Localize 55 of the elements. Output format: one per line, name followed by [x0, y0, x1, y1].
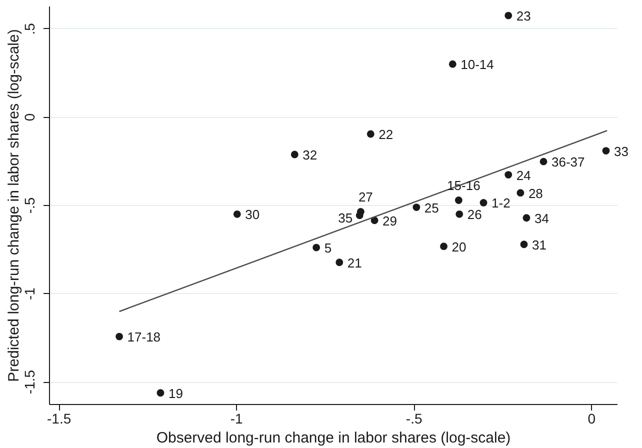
annotation: 31	[532, 237, 546, 252]
x-tick-label: 0	[588, 410, 596, 426]
annotation: 27	[358, 190, 373, 205]
point	[522, 214, 530, 222]
x-tick-label: -.5	[406, 410, 422, 426]
y-tick-label: -1	[22, 287, 38, 300]
point	[516, 189, 524, 197]
y-axis-title: Predicted long-run change in labor shares (log-scale)	[6, 29, 22, 382]
point	[504, 171, 512, 179]
annotation: 5	[324, 240, 332, 256]
annotation: 34	[534, 210, 549, 226]
y-tick-label: 0	[22, 113, 38, 122]
point	[366, 130, 374, 138]
point	[456, 210, 464, 218]
y-tick-label: .5	[22, 22, 38, 35]
point	[412, 204, 420, 211]
point	[520, 240, 528, 248]
annotation: 19	[168, 386, 183, 401]
annotation: 30	[245, 207, 260, 222]
point	[156, 389, 164, 397]
annotation: 28	[528, 186, 543, 201]
point	[454, 196, 462, 204]
annotation: 35	[338, 210, 353, 226]
annotation: 26	[467, 207, 482, 222]
annotation: 21	[347, 255, 362, 270]
point	[356, 212, 364, 220]
annotation: 20	[452, 239, 466, 254]
point	[233, 210, 241, 218]
x-tick-label: -1	[230, 410, 244, 426]
point	[504, 12, 512, 20]
annotation: 22	[378, 127, 394, 142]
annotation: 24	[516, 168, 531, 183]
annotation: 17-18	[127, 330, 161, 345]
point	[370, 216, 378, 224]
point	[312, 244, 320, 252]
point	[602, 147, 610, 154]
annotation: 29	[382, 213, 398, 228]
annotation: 25	[424, 200, 439, 216]
annotation: 23	[516, 8, 531, 24]
point	[440, 242, 448, 250]
x-axis-title: Observed long-run change in labor shares (log-scale)	[156, 430, 511, 446]
point	[480, 199, 488, 206]
point	[290, 150, 298, 158]
point	[448, 60, 456, 68]
y-tick-label: -.5	[22, 197, 38, 214]
point	[116, 332, 123, 340]
point	[540, 158, 548, 166]
annotation: 32	[302, 148, 318, 162]
annotation: 10-14	[460, 57, 494, 72]
y-tick-label: -1.5	[22, 370, 38, 394]
x-tick-label: -1.5	[47, 410, 72, 426]
annotation: 33	[614, 144, 628, 159]
annotation: 1-2	[492, 196, 510, 211]
annotation: 36-37	[552, 154, 585, 170]
point	[336, 258, 344, 266]
